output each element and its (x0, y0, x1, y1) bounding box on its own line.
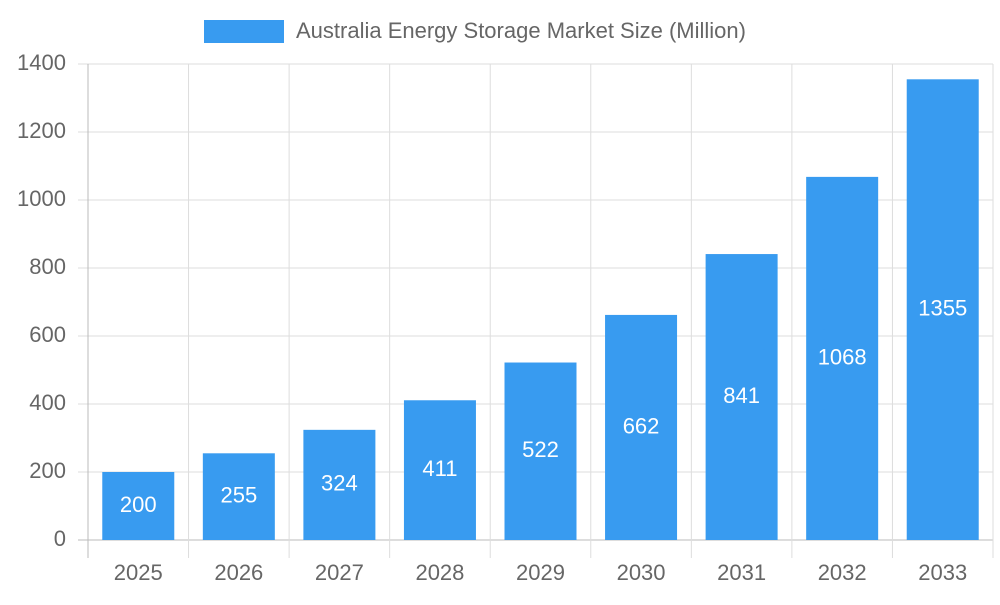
y-tick-label: 200 (29, 458, 66, 483)
data-label: 662 (623, 413, 660, 438)
y-tick-label: 800 (29, 254, 66, 279)
data-label: 411 (422, 456, 457, 481)
data-label: 522 (522, 437, 559, 462)
y-tick-label: 600 (29, 322, 66, 347)
y-tick-label: 400 (29, 390, 66, 415)
data-label: 200 (120, 492, 157, 517)
y-tick-label: 1400 (17, 50, 66, 75)
bar (403, 400, 476, 540)
data-label: 1068 (818, 344, 867, 369)
data-label: 324 (321, 471, 358, 496)
bar (303, 429, 376, 540)
bar (202, 453, 275, 540)
y-tick-label: 1200 (17, 118, 66, 143)
bar (605, 314, 678, 540)
bar (705, 254, 778, 540)
legend-label: Australia Energy Storage Market Size (Mi… (296, 18, 746, 43)
y-tick-label: 1000 (17, 186, 66, 211)
x-tick-label: 2033 (918, 560, 967, 585)
bar (806, 176, 879, 540)
x-tick-label: 2029 (516, 560, 565, 585)
bar (906, 79, 979, 541)
y-tick-label: 0 (54, 526, 66, 551)
x-tick-label: 2031 (717, 560, 766, 585)
data-label: 841 (723, 383, 760, 408)
legend-swatch (204, 20, 284, 43)
data-label: 1355 (918, 295, 967, 320)
data-label: 255 (220, 482, 257, 507)
bar (102, 472, 175, 540)
x-tick-label: 2027 (315, 560, 364, 585)
x-tick-label: 2030 (617, 560, 666, 585)
x-tick-label: 2025 (114, 560, 163, 585)
x-tick-label: 2026 (214, 560, 263, 585)
bar (504, 362, 577, 540)
x-tick-label: 2032 (818, 560, 867, 585)
x-tick-label: 2028 (415, 560, 464, 585)
